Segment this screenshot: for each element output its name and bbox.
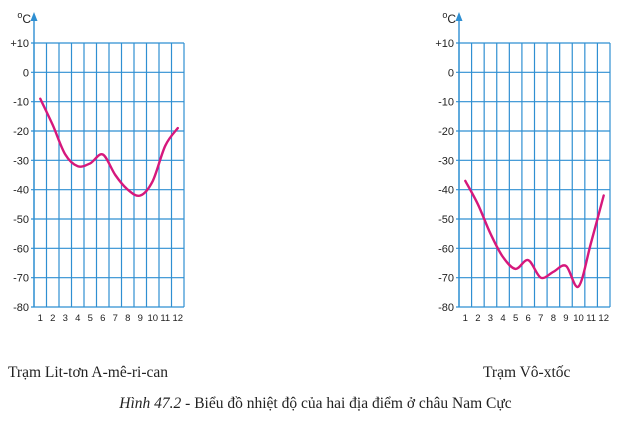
y-tick-label: -70: [438, 273, 454, 285]
x-tick-label: 9: [563, 313, 568, 324]
caption-text: - Biểu đồ nhiệt độ của hai địa điểm ở ch…: [185, 395, 512, 412]
y-tick-label: -40: [438, 185, 454, 197]
x-tick-label: 8: [125, 313, 130, 324]
x-tick-label: 4: [500, 313, 505, 324]
y-tick-label: +10: [10, 38, 29, 50]
y-tick-label: -20: [13, 126, 29, 138]
y-tick-label: -80: [438, 302, 454, 314]
y-tick-label: 0: [23, 67, 29, 79]
figure-caption: Hình 47.2 - Biểu đồ nhiệt độ của hai địa…: [0, 395, 631, 413]
x-tick-label: 12: [172, 313, 183, 324]
y-unit-label: oC: [17, 10, 31, 26]
y-tick-label: -60: [438, 243, 454, 255]
x-tick-label: 6: [526, 313, 531, 324]
y-tick-label: -10: [13, 97, 29, 109]
y-tick-label: 0: [448, 67, 454, 79]
x-tick-label: 3: [488, 313, 493, 324]
x-tick-label: 9: [138, 313, 143, 324]
x-tick-label: 12: [598, 313, 609, 324]
y-axis-arrow-icon: [455, 12, 463, 21]
x-tick-label: 3: [63, 313, 68, 324]
y-tick-label: -30: [13, 155, 29, 167]
y-tick-label: -40: [13, 185, 29, 197]
x-tick-label: 4: [75, 313, 80, 324]
x-tick-label: 6: [100, 313, 105, 324]
y-axis-arrow-icon: [30, 12, 38, 21]
y-tick-label: -50: [438, 214, 454, 226]
x-tick-label: 11: [160, 313, 170, 324]
station-label-litton: Trạm Lit-tơn A-mê-ri-can: [8, 364, 169, 381]
y-tick-label: -70: [13, 273, 29, 285]
y-unit-label: oC: [442, 10, 456, 26]
y-tick-label: +10: [435, 38, 454, 50]
temperature-line: [464, 179, 605, 289]
x-tick-label: 5: [513, 313, 518, 324]
x-tick-label: 1: [463, 313, 468, 324]
x-tick-label: 7: [113, 313, 118, 324]
x-tick-label: 2: [50, 313, 55, 324]
x-tick-label: 5: [88, 313, 93, 324]
x-tick-label: 2: [475, 313, 480, 324]
x-tick-label: 10: [147, 313, 158, 324]
x-tick-label: 7: [538, 313, 543, 324]
temperature-line: [39, 97, 179, 198]
x-tick-label: 8: [551, 313, 556, 324]
station-label-vostok: Trạm Vô-xtốc: [483, 364, 571, 381]
x-tick-label: 11: [586, 313, 596, 324]
y-tick-label: -80: [13, 302, 29, 314]
y-tick-label: -60: [13, 243, 29, 255]
x-tick-label: 1: [38, 313, 43, 324]
caption-number: Hình 47.2: [119, 395, 182, 412]
y-tick-label: -20: [438, 126, 454, 138]
y-tick-label: -30: [438, 155, 454, 167]
x-tick-label: 10: [573, 313, 584, 324]
y-tick-label: -10: [438, 97, 454, 109]
y-tick-label: -50: [13, 214, 29, 226]
